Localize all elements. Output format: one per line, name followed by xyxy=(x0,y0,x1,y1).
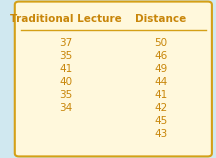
Text: 44: 44 xyxy=(154,77,167,87)
FancyBboxPatch shape xyxy=(15,2,212,156)
Text: Traditional Lecture: Traditional Lecture xyxy=(10,14,122,24)
Text: 50: 50 xyxy=(154,38,167,48)
Text: 41: 41 xyxy=(154,90,167,100)
Text: 37: 37 xyxy=(59,38,73,48)
Text: 46: 46 xyxy=(154,51,167,61)
Text: 40: 40 xyxy=(60,77,73,87)
Text: Distance: Distance xyxy=(135,14,186,24)
Text: 43: 43 xyxy=(154,129,167,140)
Text: 34: 34 xyxy=(59,103,73,113)
Text: 35: 35 xyxy=(59,51,73,61)
Text: 41: 41 xyxy=(59,64,73,74)
Text: 49: 49 xyxy=(154,64,167,74)
Text: 42: 42 xyxy=(154,103,167,113)
Text: 45: 45 xyxy=(154,116,167,126)
Text: 35: 35 xyxy=(59,90,73,100)
